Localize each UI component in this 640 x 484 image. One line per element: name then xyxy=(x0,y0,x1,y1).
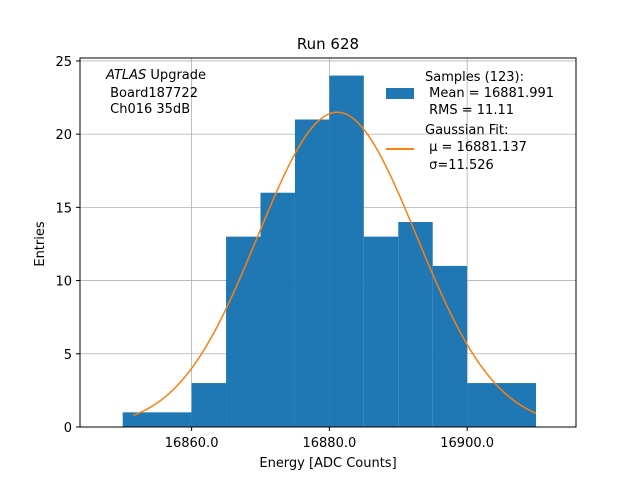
histogram-bar-6 xyxy=(363,236,399,427)
x-tick-label: 16880.0 xyxy=(302,436,356,451)
legend-fit-sigma: σ=11.526 xyxy=(425,158,494,173)
atlas-word: ATLAS xyxy=(105,68,146,83)
x-axis-label: Energy [ADC Counts] xyxy=(259,456,396,471)
legend-fit-header: Gaussian Fit: xyxy=(425,123,508,138)
plot-frame xyxy=(79,57,577,428)
histogram-bar-1 xyxy=(191,383,227,427)
y-tick-label: 25 xyxy=(55,55,72,70)
x-tick-label: 16900.0 xyxy=(440,436,494,451)
histogram-bar-4 xyxy=(294,119,330,427)
legend-histogram-swatch xyxy=(386,88,414,99)
gaussian-fit-curve xyxy=(132,111,537,417)
axis-ticks: 16860.0 16880.0 16900.0 0 5 10 15 20 25 xyxy=(55,55,494,451)
y-tick-label: 0 xyxy=(64,421,72,436)
histogram-bar-5 xyxy=(329,75,364,428)
y-axis-label: Entries xyxy=(33,221,48,267)
legend-samples-rms: RMS = 11.11 xyxy=(425,103,514,118)
y-tick-label: 20 xyxy=(55,128,72,143)
legend-samples-header: Samples (123): xyxy=(425,70,524,85)
annotation-line-1: ATLAS Upgrade xyxy=(105,68,206,83)
histogram-bar-7 xyxy=(398,222,433,427)
y-tick-label: 15 xyxy=(55,201,72,216)
legend: Samples (123): Mean = 16881.991 RMS = 11… xyxy=(386,70,554,173)
y-tick-label: 5 xyxy=(64,348,72,363)
histogram-bar-0 xyxy=(122,412,192,427)
chart-title: Run 628 xyxy=(297,35,359,53)
upgrade-word: Upgrade xyxy=(150,68,206,83)
run-annotation: ATLAS Upgrade Board187722 Ch016 35dB xyxy=(105,68,206,117)
y-tick-label: 10 xyxy=(55,275,72,290)
histogram-bar-3 xyxy=(260,192,295,427)
legend-samples-mean: Mean = 16881.991 xyxy=(425,86,554,101)
histogram-bar-8 xyxy=(432,265,468,427)
histogram-bar-2 xyxy=(226,236,261,427)
annotation-line-3: Ch016 35dB xyxy=(106,102,190,117)
x-tick-label: 16860.0 xyxy=(165,436,219,451)
legend-fit-mu: μ = 16881.137 xyxy=(425,140,527,155)
annotation-line-2: Board187722 xyxy=(106,86,198,101)
